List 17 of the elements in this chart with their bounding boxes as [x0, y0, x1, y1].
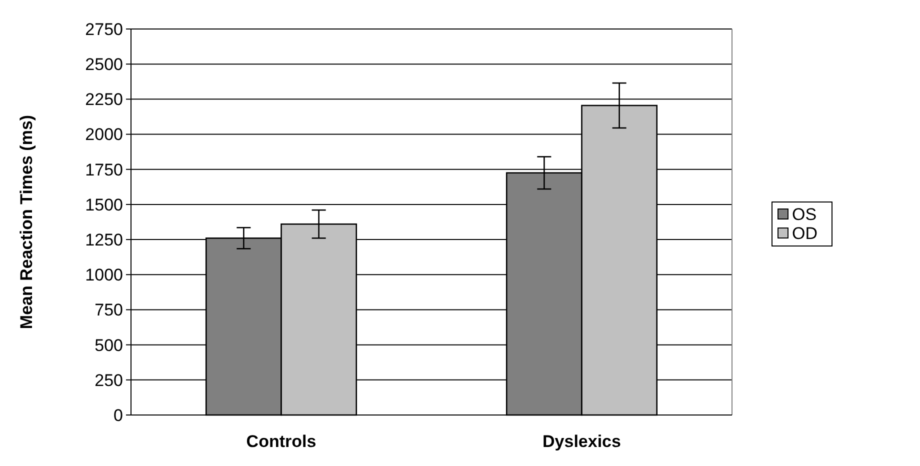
- y-tick-label: 0: [114, 406, 123, 425]
- y-tick-label: 750: [94, 300, 123, 320]
- legend-label: OS: [792, 204, 817, 224]
- x-tick-label: Dyslexics: [542, 432, 621, 451]
- y-tick-label: 2500: [85, 55, 123, 74]
- y-tick-label: 1000: [85, 266, 123, 285]
- y-tick-label: 1250: [85, 230, 123, 250]
- y-tick-label: 1500: [85, 195, 123, 214]
- y-tick-label: 2750: [85, 20, 123, 39]
- y-tick-label: 500: [94, 336, 123, 355]
- y-axis-title: Mean Reaction Times (ms): [17, 114, 36, 330]
- y-tick-label: 2250: [85, 90, 123, 110]
- legend-label: OD: [792, 224, 818, 243]
- x-tick-label: Controls: [246, 432, 316, 451]
- y-tick-label: 250: [94, 370, 123, 390]
- y-tick-label: 1750: [85, 160, 123, 180]
- y-tick-label: 2000: [85, 125, 123, 144]
